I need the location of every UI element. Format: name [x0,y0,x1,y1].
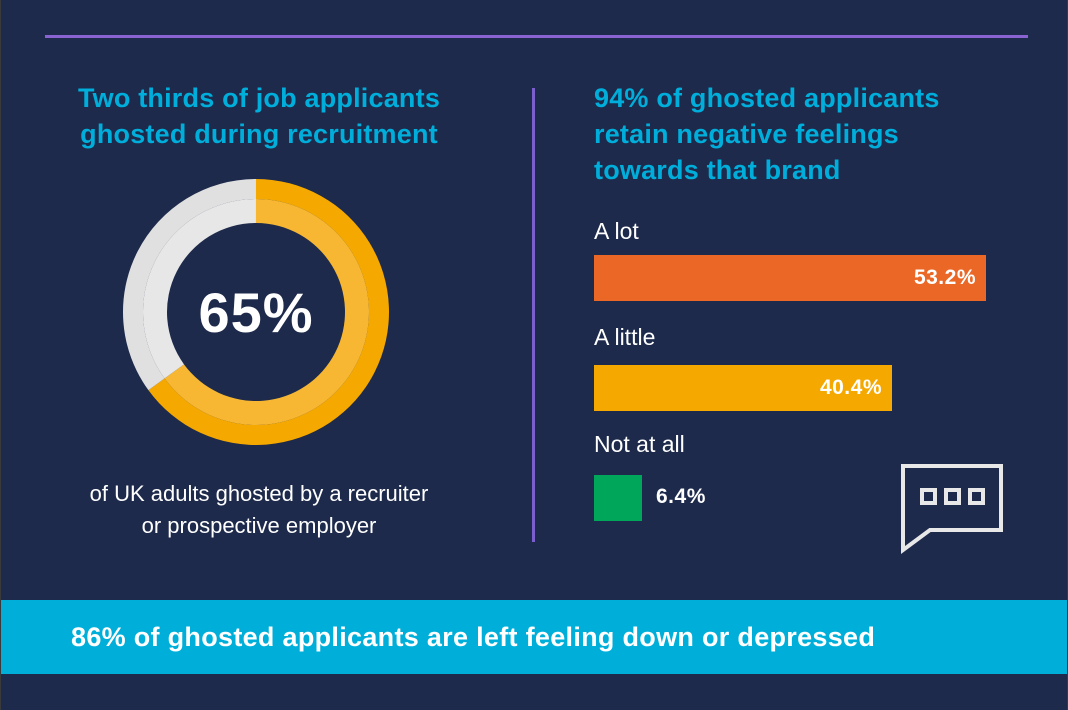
bar-value-a-lot: 53.2% [913,266,976,289]
caption-line-1: of UK adults ghosted by a recruiter [89,481,429,506]
left-title-line-2: ghosted during recruitment [80,119,438,149]
banner-text: 86% of ghosted applicants are left feeli… [71,622,876,652]
right-title-line-2: retain negative feelings [594,119,899,149]
left-title-line-1: Two thirds of job applicants [77,83,441,113]
bar-value-not-at-all: 6.4% [656,485,706,508]
vertical-divider [532,88,535,542]
top-divider-rule [45,35,1028,38]
left-edge [0,0,1,710]
speech-bubble-ellipsis-icon [901,464,1003,554]
donut-center-value: 65% [198,280,314,344]
donut-chart-graphic [123,179,389,445]
donut-caption: of UK adults ghosted by a recruiter or p… [20,478,498,542]
right-panel-title: 94% of ghosted applicants retain negativ… [594,80,1034,188]
bar-label-not-at-all: Not at all [594,431,685,457]
right-title-line-1: 94% of ghosted applicants [594,83,940,113]
caption-line-2: or prospective employer [141,513,377,538]
bar-label-a-little: A little [594,324,656,350]
bottom-banner: 86% of ghosted applicants are left feeli… [1,600,1067,674]
bar-label-a-lot: A lot [594,218,639,244]
bar-value-a-little: 40.4% [819,376,882,399]
bar-not-at-all [594,475,642,521]
right-title-line-3: towards that brand [594,155,841,185]
donut-chart: 65% [121,177,391,447]
bar-a-lot: 53.2% [594,255,986,301]
left-panel-title: Two thirds of job applicants ghosted dur… [30,80,488,152]
bar-a-little: 40.4% [594,365,892,411]
